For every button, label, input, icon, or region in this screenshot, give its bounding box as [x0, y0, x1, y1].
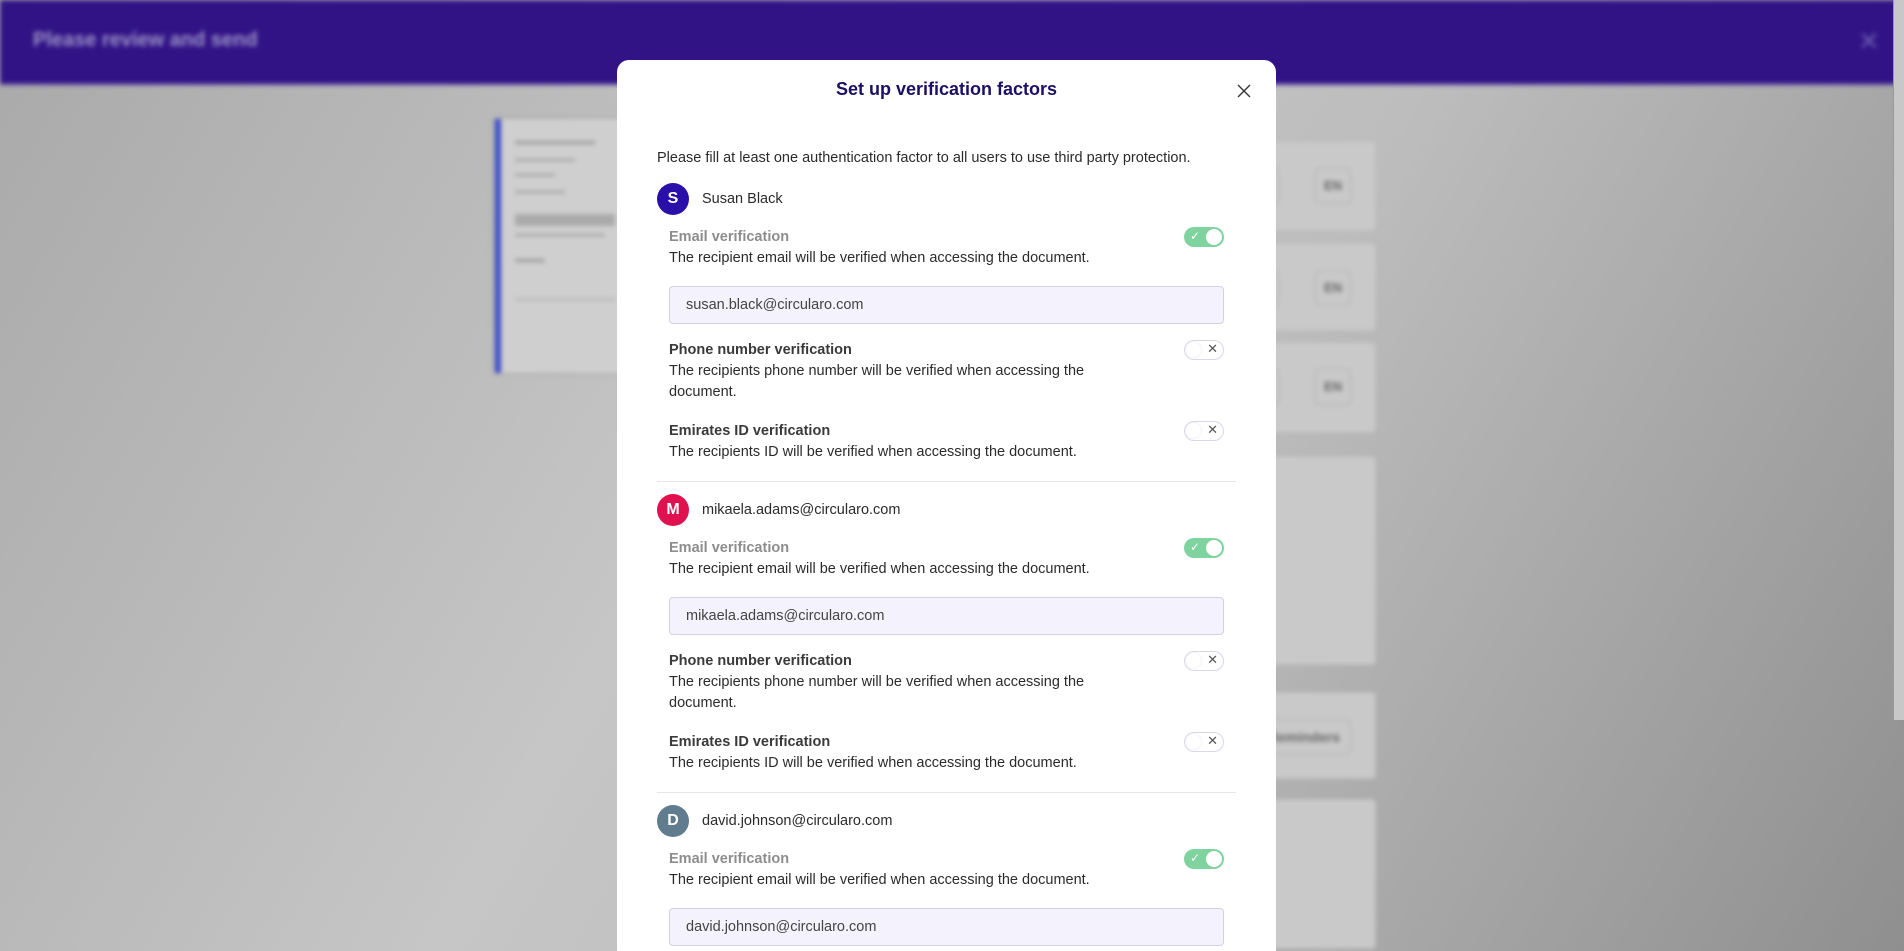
user-header: S Susan Black — [657, 183, 1236, 215]
email-verification-factor: Email verification The recipient email wi… — [669, 849, 1224, 891]
factor-description: The recipients phone number will be veri… — [669, 363, 1085, 400]
user-block: S Susan Black Email verification The recip… — [657, 183, 1236, 482]
x-icon: ✕ — [1207, 733, 1218, 748]
check-icon: ✓ — [1190, 851, 1201, 865]
factor-label: Email verification — [669, 540, 790, 556]
user-name: david.johnson@circularo.com — [702, 813, 893, 829]
email-verification-factor: Email verification The recipient email wi… — [669, 227, 1224, 269]
emirates-id-verification-factor: Emirates ID verification The recipients I… — [669, 421, 1224, 463]
x-icon: ✕ — [1207, 652, 1218, 667]
factor-description: The recipient email will be verified whe… — [669, 872, 1090, 888]
dialog-intro: Please fill at least one authentication … — [657, 150, 1191, 166]
factor-description: The recipient email will be verified whe… — [669, 250, 1090, 266]
email-field[interactable]: mikaela.adams@circularo.com — [669, 597, 1224, 635]
phone-verification-factor: Phone number verification The recipients … — [669, 340, 1224, 403]
phone-verification-factor: Phone number verification The recipients … — [669, 651, 1224, 714]
email-field[interactable]: susan.black@circularo.com — [669, 286, 1224, 324]
factor-description: The recipient email will be verified whe… — [669, 561, 1090, 577]
page-scrollbar[interactable] — [1893, 0, 1904, 720]
email-verification-toggle[interactable]: ✓ — [1184, 849, 1224, 869]
emirates-id-verification-toggle[interactable]: ✕ — [1184, 421, 1224, 441]
factor-description: The recipients ID will be verified when … — [669, 444, 1077, 460]
user-name: mikaela.adams@circularo.com — [702, 502, 901, 518]
x-icon: ✕ — [1207, 341, 1218, 356]
divider — [657, 792, 1236, 793]
avatar: M — [657, 494, 689, 526]
emirates-id-verification-toggle[interactable]: ✕ — [1184, 732, 1224, 752]
dialog-title: Set up verification factors — [835, 79, 1058, 99]
page-title: Please review and send — [33, 29, 258, 51]
x-icon: ✕ — [1207, 422, 1218, 437]
email-field[interactable]: david.johnson@circularo.com — [669, 908, 1224, 946]
email-verification-toggle[interactable]: ✓ — [1184, 227, 1224, 247]
factor-label: Email verification — [669, 851, 790, 867]
email-verification-factor: Email verification The recipient email wi… — [669, 538, 1224, 580]
close-icon: ✕ — [1858, 26, 1880, 56]
check-icon: ✓ — [1190, 540, 1201, 554]
phone-verification-toggle[interactable]: ✕ — [1184, 340, 1224, 360]
avatar: S — [657, 183, 689, 215]
close-icon[interactable] — [1233, 80, 1255, 102]
language-button: EN — [1315, 168, 1351, 204]
email-verification-toggle[interactable]: ✓ — [1184, 538, 1224, 558]
factor-label: Phone number verification — [669, 342, 852, 358]
phone-verification-toggle[interactable]: ✕ — [1184, 651, 1224, 671]
factor-label: Phone number verification — [669, 653, 852, 669]
factor-label: Email verification — [669, 229, 790, 245]
language-button: EN — [1315, 270, 1351, 306]
factor-description: The recipients phone number will be veri… — [669, 674, 1085, 711]
divider — [657, 481, 1236, 482]
check-icon: ✓ — [1190, 229, 1201, 243]
emirates-id-verification-factor: Emirates ID verification The recipients I… — [669, 732, 1224, 774]
factor-label: Emirates ID verification — [669, 734, 831, 750]
user-name: Susan Black — [702, 191, 783, 207]
avatar: D — [657, 805, 689, 837]
verification-dialog: Set up verification factors Please fill … — [617, 60, 1276, 951]
document-thumbnail — [495, 119, 631, 373]
factor-description: The recipients ID will be verified when … — [669, 755, 1077, 771]
user-list: S Susan Black Email verification The recip… — [657, 183, 1236, 946]
factor-label: Emirates ID verification — [669, 423, 831, 439]
language-button: EN — [1315, 369, 1351, 405]
